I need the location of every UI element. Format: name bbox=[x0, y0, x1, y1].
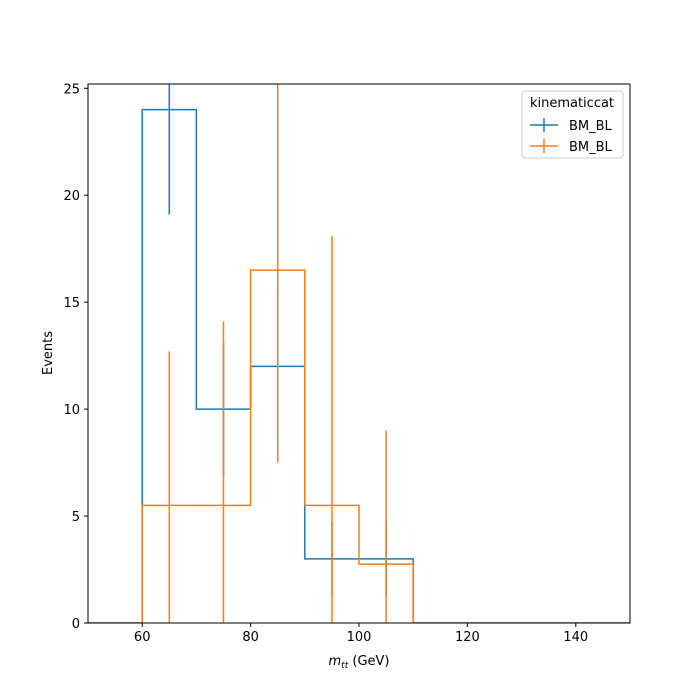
x-tick-label: 100 bbox=[347, 630, 372, 645]
legend: kinematiccat BM_BL BM_BL bbox=[521, 90, 624, 159]
legend-label: BM_BL bbox=[569, 119, 613, 134]
y-axis: 0 5 10 15 20 25 bbox=[63, 82, 88, 632]
x-tick-label: 60 bbox=[134, 630, 151, 645]
legend-entry: BM_BL bbox=[530, 139, 613, 155]
x-axis: 60 80 100 120 140 bbox=[134, 623, 588, 645]
y-tick-label: 5 bbox=[72, 510, 80, 525]
y-axis-label: Events bbox=[41, 331, 56, 375]
series-layer bbox=[88, 84, 630, 623]
x-tick-label: 120 bbox=[455, 630, 480, 645]
y-tick-label: 10 bbox=[63, 403, 80, 418]
x-tick-label: 80 bbox=[242, 630, 259, 645]
series-2 bbox=[88, 84, 630, 623]
y-tick-label: 0 bbox=[72, 617, 80, 632]
y-tick-label: 15 bbox=[63, 296, 80, 311]
legend-label: BM_BL bbox=[569, 140, 613, 155]
legend-title: kinematiccat bbox=[530, 96, 614, 111]
legend-box bbox=[521, 90, 624, 159]
plot-area bbox=[87, 83, 631, 624]
x-axis-label: mtt (GeV) bbox=[329, 654, 390, 671]
legend-entries: BM_BL BM_BL bbox=[530, 118, 613, 155]
legend-entry: BM_BL bbox=[530, 118, 613, 134]
y-tick-label: 20 bbox=[63, 189, 80, 204]
y-tick-label: 25 bbox=[63, 82, 80, 97]
x-tick-label: 140 bbox=[563, 630, 588, 645]
